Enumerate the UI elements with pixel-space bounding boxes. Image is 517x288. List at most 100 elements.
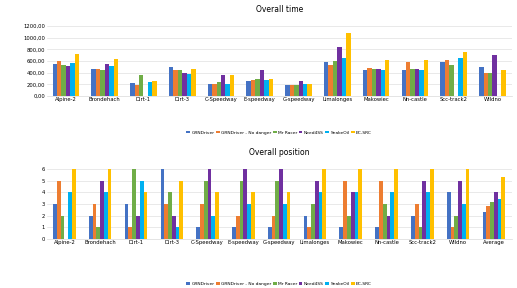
Bar (367, 68, 372, 96)
Bar (501, 177, 505, 239)
Bar (285, 85, 290, 96)
Bar (134, 85, 139, 96)
Bar (172, 216, 176, 239)
Bar (290, 85, 294, 96)
Bar (208, 84, 212, 96)
Bar (462, 204, 466, 239)
Bar (372, 69, 376, 96)
Bar (211, 216, 215, 239)
Bar (387, 216, 390, 239)
Bar (236, 216, 240, 239)
Bar (445, 60, 449, 96)
Bar (260, 70, 264, 96)
Bar (501, 70, 506, 96)
Bar (179, 181, 183, 239)
Bar (308, 84, 312, 96)
Bar (182, 73, 187, 96)
Title: Overall position: Overall position (249, 147, 310, 157)
Bar (328, 65, 333, 96)
Bar (139, 75, 143, 96)
Bar (451, 227, 454, 239)
Bar (458, 58, 463, 96)
Bar (279, 169, 283, 239)
Bar (200, 204, 204, 239)
Legend: GRNDriver, GRNDriver - No danger, Mr Racer, Need4SS, SnakeOil, EC-SRC: GRNDriver, GRNDriver - No danger, Mr Rac… (185, 280, 374, 287)
Bar (376, 69, 381, 96)
Bar (440, 62, 445, 96)
Bar (410, 69, 415, 96)
Bar (75, 54, 79, 96)
Bar (221, 75, 225, 96)
Bar (104, 64, 109, 96)
Bar (53, 204, 57, 239)
Bar (324, 62, 328, 96)
Bar (191, 69, 195, 96)
Bar (114, 59, 118, 96)
Bar (204, 181, 208, 239)
Bar (294, 85, 298, 96)
Bar (355, 192, 358, 239)
Bar (347, 216, 351, 239)
Bar (381, 69, 385, 96)
Bar (232, 227, 236, 239)
Bar (422, 181, 426, 239)
Bar (315, 181, 318, 239)
Bar (247, 204, 251, 239)
Bar (385, 60, 389, 96)
Title: Overall time: Overall time (255, 5, 303, 14)
Bar (164, 204, 168, 239)
Bar (333, 61, 337, 96)
Bar (419, 69, 424, 96)
Bar (70, 63, 75, 96)
Bar (394, 169, 398, 239)
Bar (303, 216, 308, 239)
Bar (351, 192, 355, 239)
Bar (251, 192, 255, 239)
Bar (298, 81, 303, 96)
Bar (379, 181, 383, 239)
Bar (196, 227, 200, 239)
Bar (100, 70, 104, 96)
Bar (411, 216, 415, 239)
Bar (104, 192, 108, 239)
Bar (251, 80, 255, 96)
Bar (449, 65, 454, 96)
Bar (424, 60, 428, 96)
Bar (483, 212, 486, 239)
Bar (276, 181, 279, 239)
Legend: GRNDriver, GRNDriver - No danger, Mr Racer, Need4SS, SnakeOil, EC-SRC: GRNDriver, GRNDriver - No danger, Mr Rac… (185, 129, 374, 136)
Bar (494, 192, 498, 239)
Bar (483, 73, 488, 96)
Bar (454, 216, 458, 239)
Bar (490, 202, 494, 239)
Bar (244, 169, 247, 239)
Bar (129, 227, 132, 239)
Bar (463, 52, 467, 96)
Bar (68, 192, 72, 239)
Bar (125, 204, 129, 239)
Bar (239, 181, 244, 239)
Bar (57, 181, 60, 239)
Bar (169, 67, 173, 96)
Bar (173, 70, 178, 96)
Bar (311, 204, 315, 239)
Bar (247, 81, 251, 96)
Bar (168, 192, 172, 239)
Bar (60, 216, 65, 239)
Bar (108, 169, 112, 239)
Bar (343, 181, 347, 239)
Bar (498, 199, 501, 239)
Bar (447, 192, 451, 239)
Bar (140, 181, 144, 239)
Bar (340, 227, 343, 239)
Bar (57, 61, 62, 96)
Bar (97, 227, 100, 239)
Bar (492, 55, 497, 96)
Bar (100, 181, 104, 239)
Bar (283, 204, 287, 239)
Bar (89, 216, 93, 239)
Bar (176, 227, 179, 239)
Bar (488, 73, 492, 96)
Bar (92, 69, 96, 96)
Bar (153, 81, 157, 96)
